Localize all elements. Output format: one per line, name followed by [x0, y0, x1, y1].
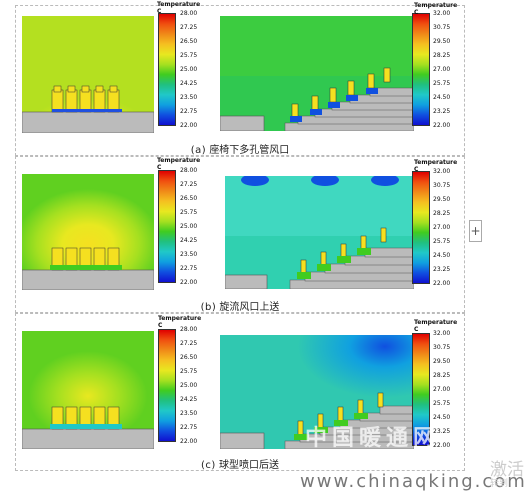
legend-tick-label: 22.00 — [433, 442, 451, 449]
legend-tick-label: 22.75 — [180, 265, 198, 272]
caption-b: (b) 旋流风口上送 — [200, 302, 280, 313]
legend-bar-a-left — [158, 13, 176, 126]
legend-tick-label: 22.00 — [180, 438, 198, 445]
watermark-corner-2: 转到 — [490, 479, 509, 489]
legend-tick-label: 27.25 — [180, 181, 198, 188]
legend-tick-label: 28.25 — [433, 210, 451, 217]
legend-tick-label: 27.00 — [433, 66, 451, 73]
legend-tick-label: 22.75 — [180, 424, 198, 431]
legend-tick-label: 22.00 — [180, 122, 198, 129]
legend-tick-label: 23.25 — [433, 428, 451, 435]
legend-tick-label: 27.00 — [433, 224, 451, 231]
legend-tick-label: 25.75 — [180, 52, 198, 59]
legend-tick-label: 22.00 — [433, 280, 451, 287]
legend-tick-label: 26.50 — [180, 354, 198, 361]
legend-tick-label: 23.50 — [180, 251, 198, 258]
legend-ticks-a-left: 28.00 27.25 26.50 25.75 25.00 24.25 23.50 22.75… — [180, 10, 210, 130]
legend-ticks-c-right: 32.00 30.75 29.50 28.25 27.00 25.75 24.50 23.25… — [433, 330, 463, 450]
legend-bar-a-right — [412, 13, 430, 126]
plot-c-right — [220, 335, 414, 449]
caption-a: (a) 座椅下多孔管风口 — [190, 145, 290, 156]
legend-tick-label: 23.50 — [180, 410, 198, 417]
legend-title-b-right: Temperature C — [414, 159, 458, 173]
legend-title-a-right: Temperature C — [414, 2, 458, 16]
legend-tick-label: 24.50 — [433, 94, 451, 101]
legend-tick-label: 30.75 — [433, 24, 451, 31]
legend-bar-b-left — [158, 170, 176, 283]
legend-tick-label: 24.50 — [433, 252, 451, 259]
legend-tick-label: 25.75 — [433, 238, 451, 245]
plot-b-right — [225, 176, 414, 289]
legend-tick-label: 26.50 — [180, 38, 198, 45]
legend-tick-label: 24.25 — [180, 396, 198, 403]
seats-a — [51, 85, 120, 113]
legend-tick-label: 32.00 — [433, 168, 451, 175]
legend-tick-label: 29.50 — [433, 38, 451, 45]
panel-frame-b — [15, 156, 465, 313]
legend-tick-label: 30.75 — [433, 344, 451, 351]
legend-ticks-b-right: 32.00 30.75 29.50 28.25 27.00 25.75 24.50 23.25… — [433, 168, 463, 288]
legend-tick-label: 28.25 — [433, 372, 451, 379]
caption-c: (c) 球型喷口后送 — [201, 460, 279, 471]
legend-tick-label: 28.00 — [180, 167, 198, 174]
panel-frame-c — [15, 313, 465, 471]
legend-tick-label: 22.00 — [433, 122, 451, 129]
legend-tick-label: 28.00 — [180, 10, 198, 17]
legend-tick-label: 24.25 — [180, 80, 198, 87]
legend-tick-label: 23.25 — [433, 108, 451, 115]
watermark-corner: 激活 — [490, 460, 524, 480]
legend-tick-label: 29.50 — [433, 196, 451, 203]
legend-bar-c-left — [158, 329, 176, 442]
legend-tick-label: 25.00 — [180, 223, 198, 230]
legend-title-a-left: Temperature C — [157, 1, 201, 15]
legend-title-b-left: Temperature C — [157, 157, 201, 171]
legend-tick-label: 25.75 — [180, 368, 198, 375]
legend-ticks-b-left: 28.00 27.25 26.50 25.75 25.00 24.25 23.50 22.75… — [180, 167, 210, 287]
watermark-center: 中国暖通网 — [305, 426, 441, 451]
legend-tick-label: 24.50 — [433, 414, 451, 421]
legend-title-c-left: Temperature C — [158, 315, 202, 329]
legend-tick-label: 23.50 — [180, 94, 198, 101]
legend-tick-label: 27.25 — [180, 24, 198, 31]
legend-bar-c-right — [412, 333, 430, 446]
panel-frame-a — [15, 5, 465, 156]
legend-bar-b-right — [412, 171, 430, 284]
legend-tick-label: 25.00 — [180, 382, 198, 389]
legend-tick-label: 25.75 — [433, 400, 451, 407]
plot-a-right — [220, 16, 414, 131]
legend-tick-label: 22.75 — [180, 108, 198, 115]
legend-tick-label: 32.00 — [433, 330, 451, 337]
plot-a-left — [22, 16, 154, 133]
legend-tick-label: 27.25 — [180, 340, 198, 347]
stands-a — [284, 87, 414, 131]
legend-tick-label: 23.25 — [433, 266, 451, 273]
legend-tick-label: 24.25 — [180, 237, 198, 244]
legend-ticks-a-right: 32.00 30.75 29.50 28.25 27.00 25.75 24.50 23.25… — [433, 10, 463, 130]
legend-tick-label: 22.00 — [180, 279, 198, 286]
legend-tick-label: 25.00 — [180, 66, 198, 73]
legend-title-c-right: Temperature C — [414, 319, 458, 333]
legend-tick-label: 30.75 — [433, 182, 451, 189]
plot-b-left — [22, 174, 154, 290]
legend-tick-label: 29.50 — [433, 358, 451, 365]
legend-tick-label: 32.00 — [433, 10, 451, 17]
legend-ticks-c-left: 28.00 27.25 26.50 25.75 25.00 24.25 23.50 22.75… — [180, 326, 210, 446]
plot-c-left — [22, 331, 154, 449]
legend-tick-label: 26.50 — [180, 195, 198, 202]
expand-button[interactable]: + — [469, 220, 482, 242]
legend-tick-label: 28.25 — [433, 52, 451, 59]
legend-tick-label: 25.75 — [180, 209, 198, 216]
legend-tick-label: 28.00 — [180, 326, 198, 333]
watermark-url: www.chinaqking.com — [300, 471, 527, 492]
legend-tick-label: 27.00 — [433, 386, 451, 393]
legend-tick-label: 25.75 — [433, 80, 451, 87]
